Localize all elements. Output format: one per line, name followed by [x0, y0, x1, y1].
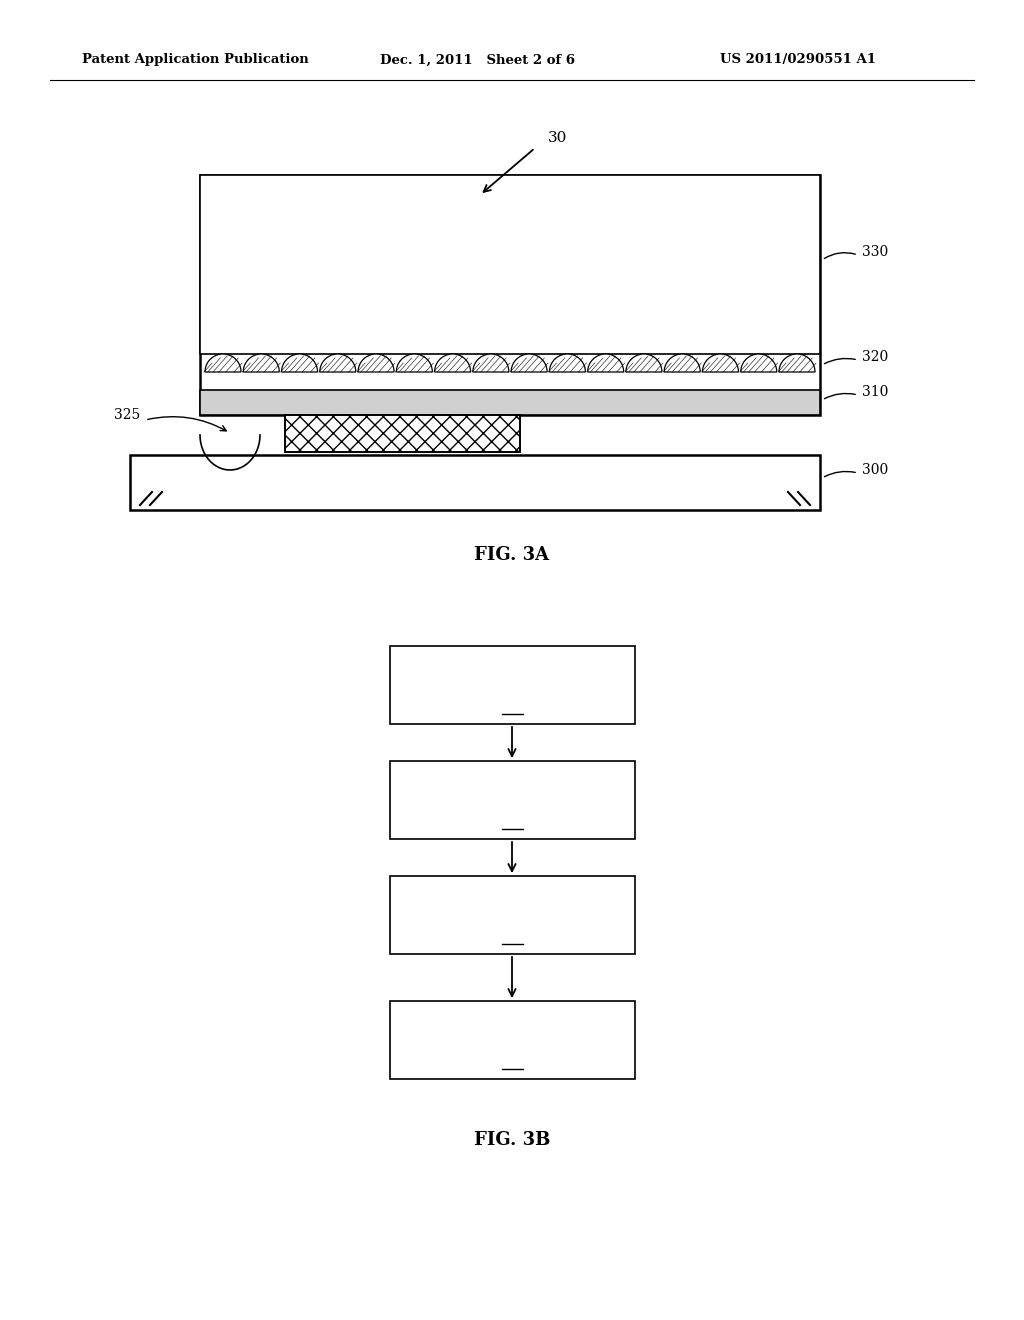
Text: US 2011/0290551 A1: US 2011/0290551 A1 [720, 54, 876, 66]
Polygon shape [130, 455, 820, 510]
Polygon shape [200, 176, 820, 354]
Text: Dec. 1, 2011   Sheet 2 of 6: Dec. 1, 2011 Sheet 2 of 6 [380, 54, 575, 66]
Text: 325: 325 [114, 408, 140, 422]
Polygon shape [319, 354, 355, 372]
Polygon shape [434, 354, 471, 372]
Text: Form Second Layer on First
Layer and Microstructures: Form Second Layer on First Layer and Mic… [413, 1012, 611, 1043]
Text: 310: 310 [862, 385, 889, 399]
Text: Form First Layer on Substrate
and Device: Form First Layer on Substrate and Device [404, 774, 620, 803]
Polygon shape [389, 645, 635, 723]
Polygon shape [200, 176, 820, 414]
Polygon shape [389, 762, 635, 840]
Polygon shape [282, 354, 317, 372]
Text: Place or Form Device on
Substrate: Place or Form Device on Substrate [425, 657, 599, 688]
Text: 30: 30 [548, 131, 567, 145]
Text: FIG. 3B: FIG. 3B [474, 1131, 550, 1148]
Polygon shape [588, 354, 624, 372]
Polygon shape [389, 876, 635, 954]
Polygon shape [511, 354, 547, 372]
Polygon shape [200, 389, 820, 414]
Polygon shape [779, 354, 815, 372]
Text: Form Microstructures on First
Layer: Form Microstructures on First Layer [404, 888, 620, 919]
Polygon shape [205, 354, 241, 372]
Polygon shape [389, 1001, 635, 1078]
Polygon shape [396, 354, 432, 372]
Text: 300: 300 [862, 463, 888, 477]
Text: Patent Application Publication: Patent Application Publication [82, 54, 309, 66]
Polygon shape [665, 354, 700, 372]
Polygon shape [702, 354, 738, 372]
Polygon shape [740, 354, 777, 372]
Polygon shape [473, 354, 509, 372]
Polygon shape [244, 354, 280, 372]
Text: 320: 320 [862, 350, 888, 364]
Text: 358: 358 [499, 931, 525, 944]
Polygon shape [626, 354, 662, 372]
Text: 330: 330 [862, 246, 888, 259]
Text: 354: 354 [499, 814, 525, 829]
Polygon shape [358, 354, 394, 372]
Polygon shape [550, 354, 586, 372]
Text: 350: 350 [499, 700, 525, 714]
Text: FIG. 3A: FIG. 3A [474, 546, 550, 564]
Polygon shape [285, 414, 520, 451]
Text: 362: 362 [499, 1055, 525, 1069]
